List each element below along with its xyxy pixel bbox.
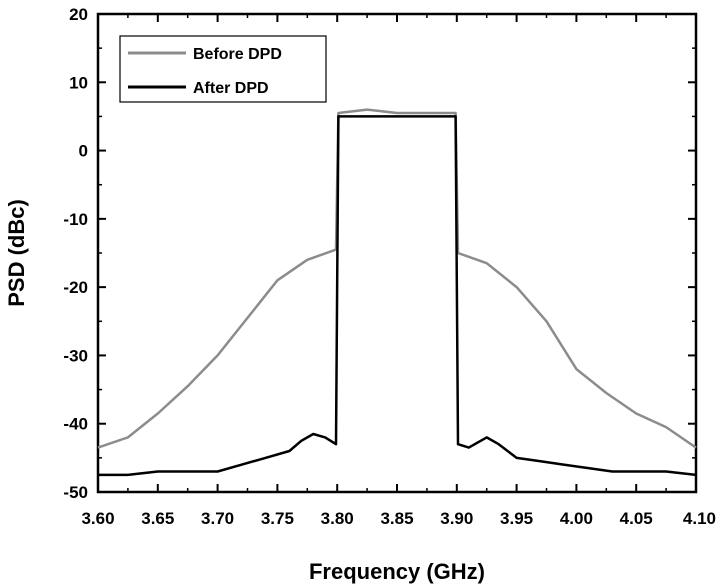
x-tick-label: 3.75 [261,509,294,528]
y-tick-label: -10 [63,210,88,229]
legend: Before DPD After DPD [119,35,327,103]
x-axis-title: Frequency (GHz) [309,559,485,584]
series-layer [97,108,697,477]
y-axis-title: PSD (dBc) [4,199,29,307]
x-tick-label: 3.95 [500,509,533,528]
x-tick-label: 4.10 [683,509,716,528]
y-tick-label: -50 [63,483,88,502]
legend-label-before-dpd: Before DPD [193,46,282,63]
y-axis-ticks: 20 10 0 -10 -20 -30 -40 -50 [63,5,696,502]
y-tick-label: -30 [63,346,88,365]
x-tick-label: 4.05 [620,509,653,528]
x-tick-label: 3.60 [81,509,114,528]
x-axis-ticks: 3.60 3.65 3.70 3.75 3.80 3.85 3.90 3.95 4.00 4.05… [81,14,716,528]
x-tick-label: 3.80 [321,509,354,528]
x-tick-label: 3.90 [440,509,473,528]
x-tick-label: 4.00 [560,509,593,528]
y-tick-label: -40 [63,415,88,434]
legend-box [119,35,327,103]
series-line-before-dpd [97,108,697,449]
legend-label-after-dpd: After DPD [193,80,269,97]
y-tick-label: -20 [63,278,88,297]
x-tick-label: 3.70 [201,509,234,528]
x-tick-label: 3.65 [141,509,174,528]
y-tick-label: 0 [79,142,88,161]
y-tick-label: 10 [69,73,88,92]
series-line-after-dpd [98,115,697,477]
x-tick-label: 3.85 [380,509,413,528]
y-tick-label: 20 [69,5,88,24]
